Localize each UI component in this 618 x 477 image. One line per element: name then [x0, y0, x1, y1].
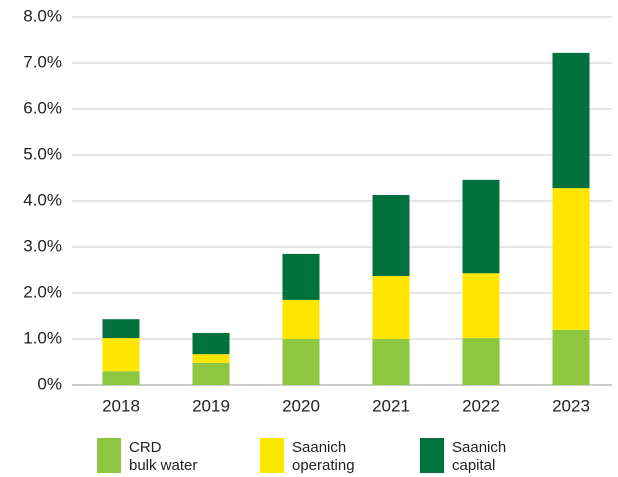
- y-tick-label: 5.0%: [23, 144, 62, 163]
- bar-segment: [192, 354, 230, 363]
- bar-segment: [552, 329, 590, 385]
- bar-segment: [462, 338, 500, 385]
- legend-item: Saanich operating: [260, 438, 355, 475]
- x-tick-label: 2023: [552, 396, 590, 415]
- bar-segment: [462, 179, 500, 274]
- legend-swatch: [260, 438, 284, 473]
- chart: 0% 1.0% 2.0% 3.0% 4.0% 5.0% 6.0% 7.0% 8.0% 2018 20…: [23, 6, 612, 415]
- y-tick-label: 2.0%: [23, 282, 62, 301]
- y-tick-label: 0%: [37, 374, 62, 393]
- legend-label: Saanich capital: [452, 439, 507, 474]
- y-tick-label: 7.0%: [23, 52, 62, 71]
- x-tick-label: 2021: [372, 396, 410, 415]
- legend-item: Saanich capital: [420, 438, 506, 475]
- bar-segment: [102, 371, 140, 385]
- legend-swatch: [97, 438, 121, 473]
- bar-segment: [372, 195, 410, 276]
- y-tick-label: 1.0%: [23, 328, 62, 347]
- x-tick-label: 2020: [282, 396, 320, 415]
- legend-swatch: [420, 438, 444, 473]
- legend-item: CRD bulk water: [97, 438, 197, 475]
- legend-label: CRD bulk water: [129, 439, 198, 474]
- bar-segment: [462, 273, 500, 339]
- bar-segment: [282, 253, 320, 300]
- y-tick-label: 8.0%: [23, 6, 62, 25]
- bar-segment: [372, 275, 410, 339]
- bar-segment: [372, 339, 410, 385]
- bar-segment: [192, 362, 230, 385]
- legend-label: Saanich operating: [292, 439, 355, 474]
- legend: CRD bulk water Saanich operating Saanich c…: [0, 436, 618, 476]
- bar-segment: [282, 339, 320, 385]
- x-tick-label: 2018: [102, 396, 140, 415]
- bar-segment: [102, 338, 140, 372]
- bar-segment: [102, 319, 140, 339]
- bar-segment: [282, 299, 320, 339]
- y-tick-label: 3.0%: [23, 236, 62, 255]
- y-tick-label: 4.0%: [23, 190, 62, 209]
- y-tick-label: 6.0%: [23, 98, 62, 117]
- x-tick-label: 2022: [462, 396, 500, 415]
- bar-segment: [192, 333, 230, 355]
- bar-segment: [552, 52, 590, 189]
- bar-segment: [552, 188, 590, 330]
- x-tick-label: 2019: [192, 396, 230, 415]
